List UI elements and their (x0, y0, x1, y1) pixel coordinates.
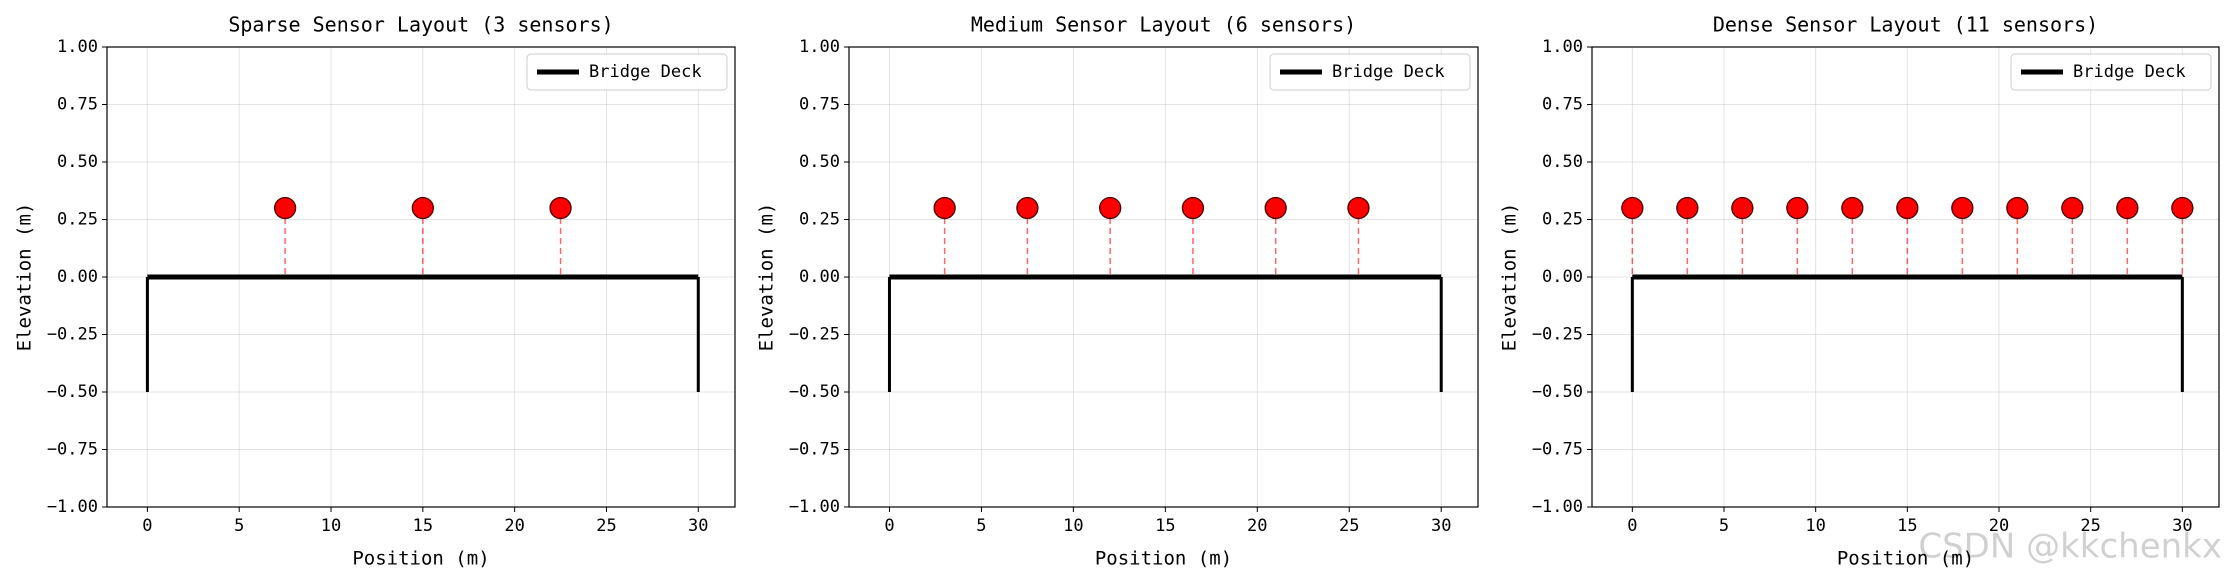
y-tick-label: −1.00 (789, 497, 840, 517)
x-tick-label: 30 (688, 516, 708, 536)
y-tick-label: 0.50 (1542, 152, 1583, 172)
sensor (1099, 196, 1122, 220)
y-tick-label: −0.50 (789, 382, 840, 402)
y-tick-label: −0.25 (789, 325, 840, 345)
y-tick-label: −0.75 (789, 440, 840, 460)
sensor (933, 196, 956, 220)
y-tick-label: 0.50 (57, 152, 98, 172)
x-tick-label: 20 (1989, 516, 2009, 536)
x-tick-label: 30 (2172, 516, 2192, 536)
y-tick-label: −0.50 (47, 382, 98, 402)
x-tick-label: 15 (1155, 516, 1175, 536)
sensor (2061, 196, 2084, 220)
x-tick-label: 25 (596, 516, 616, 536)
sensor (1621, 196, 1644, 220)
y-tick-label: 0.75 (1542, 95, 1583, 115)
y-axis-label: Elevation (m) (756, 203, 778, 352)
chart-title: Dense Sensor Layout (11 sensors) (1713, 13, 2098, 37)
legend-box (1269, 53, 1471, 91)
y-tick-label: −0.75 (47, 440, 98, 460)
sensor (1676, 196, 1699, 220)
x-tick-label: 25 (2080, 516, 2100, 536)
x-tick-label: 20 (1247, 516, 1267, 536)
sensor (1786, 196, 1809, 220)
watermark: CSDN @kkchenkx (1918, 527, 2222, 567)
x-tick-label: 5 (976, 516, 986, 536)
x-tick-label: 20 (504, 516, 524, 536)
axes-frame (1591, 46, 2220, 508)
y-tick-label: −0.25 (1532, 325, 1583, 345)
x-tick-label: 15 (1897, 516, 1917, 536)
y-tick-label: 0.00 (57, 267, 98, 287)
chart-title: Sparse Sensor Layout (3 sensors) (228, 13, 613, 37)
y-tick-label: 0.25 (1542, 210, 1583, 230)
sensor (1841, 196, 1864, 220)
axes-frame (106, 46, 736, 508)
y-tick-label: 0.00 (799, 267, 840, 287)
y-tick-label: 1.00 (57, 37, 98, 57)
sensor (1264, 196, 1287, 220)
y-tick-label: −1.00 (47, 497, 98, 517)
y-tick-label: 0.00 (1542, 267, 1583, 287)
sensor (2006, 196, 2029, 220)
y-tick-label: −0.75 (1532, 440, 1583, 460)
y-tick-label: 0.25 (799, 210, 840, 230)
legend-label: Bridge Deck (2073, 62, 2186, 82)
y-tick-label: −0.25 (47, 325, 98, 345)
y-tick-label: 0.25 (57, 210, 98, 230)
x-tick-label: 10 (321, 516, 341, 536)
x-tick-label: 0 (884, 516, 894, 536)
sensor (273, 196, 297, 220)
sensor (1951, 196, 1974, 220)
sensor (2116, 196, 2139, 220)
x-tick-label: 5 (234, 516, 244, 536)
y-tick-label: −0.50 (1532, 382, 1583, 402)
sensor (1016, 196, 1039, 220)
y-tick-label: 0.50 (799, 152, 840, 172)
x-axis-label: Position (m) (352, 548, 489, 570)
x-tick-label: 30 (1431, 516, 1451, 536)
y-axis-label: Elevation (m) (14, 203, 36, 352)
y-tick-label: 0.75 (57, 95, 98, 115)
y-tick-label: 1.00 (1542, 37, 1583, 57)
x-tick-label: 15 (413, 516, 433, 536)
x-tick-label: 25 (1339, 516, 1359, 536)
legend-label: Bridge Deck (1332, 62, 1445, 82)
sensor (1347, 196, 1370, 220)
x-tick-label: 5 (1719, 516, 1729, 536)
x-tick-label: 0 (1627, 516, 1637, 536)
sensor (1896, 196, 1919, 220)
legend-label: Bridge Deck (589, 62, 702, 82)
x-tick-label: 10 (1805, 516, 1825, 536)
sensor (549, 196, 572, 220)
x-tick-label: 10 (1063, 516, 1083, 536)
x-axis-label: Position (m) (1837, 548, 1974, 570)
legend-box (526, 53, 728, 91)
y-tick-label: −1.00 (1532, 497, 1583, 517)
y-axis-label: Elevation (m) (1499, 203, 1521, 352)
y-tick-label: 1.00 (799, 37, 840, 57)
axes-frame (848, 46, 1479, 508)
sensor (411, 196, 434, 220)
sensor (1731, 196, 1754, 220)
legend-box (2010, 53, 2212, 91)
sensor (1181, 196, 1205, 220)
y-tick-label: 0.75 (799, 95, 840, 115)
x-axis-label: Position (m) (1095, 548, 1232, 570)
chart-title: Medium Sensor Layout (6 sensors) (971, 13, 1356, 37)
sensor (2171, 196, 2194, 220)
x-tick-label: 0 (142, 516, 152, 536)
